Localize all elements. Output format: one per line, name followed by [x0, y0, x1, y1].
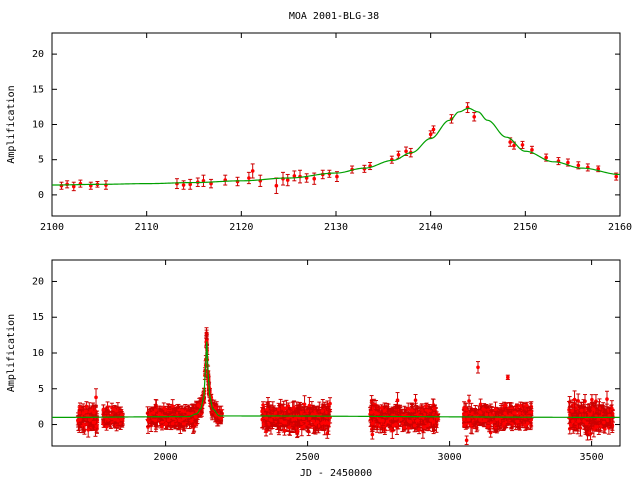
data-point	[404, 149, 408, 153]
data-point	[82, 411, 86, 415]
data-point	[311, 420, 315, 424]
data-point	[186, 412, 190, 416]
y-tick-label: 15	[32, 312, 44, 323]
x-tick-label: 2110	[135, 222, 159, 233]
data-point	[265, 408, 269, 412]
data-point	[521, 143, 525, 147]
x-tick-label: 3000	[438, 452, 462, 463]
y-tick-label: 10	[32, 120, 44, 131]
x-tick-label: 3500	[580, 452, 604, 463]
data-point	[95, 424, 99, 428]
data-point	[301, 416, 305, 420]
x-tick-label: 2500	[296, 452, 320, 463]
data-point	[308, 404, 312, 408]
data-point	[105, 425, 109, 429]
data-point	[92, 421, 96, 425]
data-point	[335, 175, 339, 179]
data-point	[160, 425, 164, 429]
data-point	[247, 176, 251, 180]
y-tick-label: 0	[38, 190, 44, 201]
model-curve	[52, 108, 620, 185]
data-point	[269, 418, 273, 422]
data-point	[251, 169, 255, 173]
data-point	[152, 411, 156, 415]
data-point	[321, 409, 325, 413]
data-point	[324, 421, 328, 425]
data-point	[112, 408, 116, 412]
x-tick-label: 2000	[154, 452, 178, 463]
bottom-panel: 2000 2500 3000 3500 0 5 10 15 20 Amplification JD …	[6, 260, 620, 479]
data-point	[566, 161, 570, 165]
plot-frame	[52, 260, 620, 446]
data-point	[614, 175, 618, 179]
data-point	[102, 408, 106, 412]
y-tick-label: 5	[38, 384, 44, 395]
data-point	[261, 403, 265, 407]
data-point	[577, 164, 581, 168]
data-point	[86, 428, 90, 432]
top-panel: 2100 2110 2120 2130 2140 2150 2160 0 5 10 15 20 Ampl…	[6, 33, 632, 233]
data-point	[508, 140, 512, 144]
data-point	[281, 406, 285, 410]
chart-title: MOA 2001-BLG-38	[289, 11, 379, 22]
data-point	[380, 406, 384, 410]
y-tick-label: 15	[32, 84, 44, 95]
data-point	[283, 429, 287, 433]
x-tick-label: 2120	[229, 222, 253, 233]
data-point	[285, 406, 289, 410]
data-point	[180, 409, 184, 413]
data-point	[306, 422, 310, 426]
data-point	[265, 416, 269, 420]
data-point	[432, 128, 436, 132]
data-point	[282, 421, 286, 425]
data-point	[316, 420, 320, 424]
data-point	[116, 419, 120, 423]
data-point	[327, 422, 331, 426]
y-axis-label: Amplification	[6, 85, 17, 163]
data-point	[167, 418, 171, 422]
data-point	[472, 115, 476, 119]
y-tick-label: 5	[38, 155, 44, 166]
y-tick-label: 0	[38, 420, 44, 431]
data-point	[286, 178, 290, 182]
data-point	[171, 404, 175, 408]
data-point	[328, 402, 332, 406]
data-point	[275, 184, 279, 188]
data-point	[312, 177, 316, 181]
y-tick-label: 20	[32, 49, 44, 60]
data-point	[92, 411, 96, 415]
data-point	[277, 408, 281, 412]
data-point	[261, 409, 265, 413]
data-point	[303, 402, 307, 406]
data-layer	[52, 328, 620, 445]
data-point	[153, 419, 157, 423]
y-tick-label: 20	[32, 276, 44, 287]
x-tick-label: 2130	[324, 222, 348, 233]
data-point	[178, 418, 182, 422]
data-point	[120, 417, 124, 421]
x-axis-label: JD - 2450000	[300, 468, 372, 479]
x-tick-label: 2100	[40, 222, 64, 233]
data-point	[158, 412, 162, 416]
y-tick-label: 10	[32, 348, 44, 359]
x-tick-label: 2140	[419, 222, 443, 233]
data-point	[182, 183, 186, 187]
data-layer	[52, 103, 620, 194]
data-point	[296, 430, 300, 434]
data-point	[287, 426, 291, 430]
data-point	[371, 433, 375, 437]
x-tick-label: 2150	[513, 222, 537, 233]
data-point	[530, 148, 534, 152]
y-axis-label: Amplification	[6, 314, 17, 392]
plot-frame	[52, 33, 620, 216]
data-point	[397, 153, 401, 157]
x-tick-label: 2160	[608, 222, 632, 233]
